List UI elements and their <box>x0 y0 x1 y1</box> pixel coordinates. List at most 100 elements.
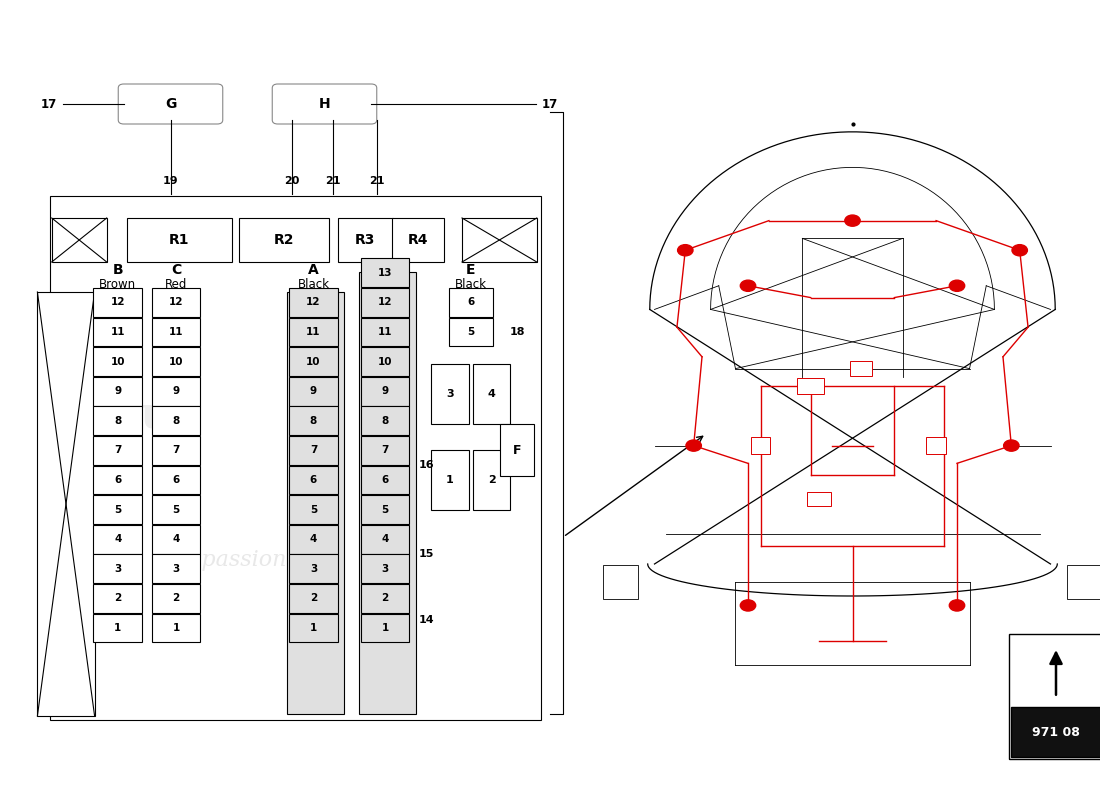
Text: 8: 8 <box>310 416 317 426</box>
Text: 13: 13 <box>377 268 393 278</box>
Text: 20: 20 <box>284 176 299 186</box>
Text: 6: 6 <box>114 475 121 485</box>
Bar <box>361 614 409 642</box>
Bar <box>359 272 416 714</box>
Bar <box>361 347 409 376</box>
Bar <box>449 318 493 346</box>
Bar <box>500 424 534 477</box>
Bar <box>361 258 409 287</box>
Bar <box>50 196 541 720</box>
Text: 4: 4 <box>114 534 121 544</box>
Bar <box>94 377 142 406</box>
Circle shape <box>686 440 702 451</box>
Text: G: G <box>165 97 176 111</box>
Text: 8: 8 <box>382 416 388 426</box>
Bar <box>392 218 444 262</box>
Bar <box>94 495 142 524</box>
Text: 1: 1 <box>382 623 388 633</box>
Text: Black: Black <box>454 278 487 290</box>
Text: 1: 1 <box>114 623 121 633</box>
Bar <box>850 362 872 376</box>
Text: 1: 1 <box>446 475 454 485</box>
Text: 9: 9 <box>310 386 317 396</box>
Text: 3: 3 <box>114 564 121 574</box>
Bar <box>289 318 338 346</box>
Bar <box>361 466 409 494</box>
Text: 6: 6 <box>173 475 179 485</box>
Bar <box>473 364 510 424</box>
Bar <box>289 288 338 317</box>
Text: 9: 9 <box>114 386 121 396</box>
Bar <box>239 218 329 262</box>
Bar <box>94 466 142 494</box>
Bar <box>94 554 142 583</box>
Text: a passion for: a passion for <box>180 549 326 571</box>
Text: 21: 21 <box>326 176 341 186</box>
Text: 2: 2 <box>487 475 496 485</box>
Text: Red: Red <box>165 278 187 290</box>
Bar <box>449 288 493 317</box>
Bar <box>431 450 469 510</box>
Text: 12: 12 <box>168 298 184 307</box>
Bar <box>361 525 409 554</box>
Text: 8: 8 <box>173 416 179 426</box>
Bar <box>152 614 200 642</box>
Bar <box>152 406 200 435</box>
Circle shape <box>740 600 756 611</box>
Bar <box>289 495 338 524</box>
Text: 4: 4 <box>173 534 179 544</box>
Bar <box>361 554 409 583</box>
Text: 10: 10 <box>168 357 184 366</box>
Text: 12: 12 <box>110 298 125 307</box>
Text: 6: 6 <box>382 475 388 485</box>
Circle shape <box>949 280 965 291</box>
Text: D: D <box>379 262 390 277</box>
Text: 3: 3 <box>382 564 388 574</box>
Text: 4: 4 <box>487 389 496 399</box>
Text: 17: 17 <box>41 98 57 110</box>
Text: 21: 21 <box>370 176 385 186</box>
Bar <box>750 437 770 454</box>
Bar <box>152 436 200 465</box>
Text: 16: 16 <box>419 460 435 470</box>
Text: E: E <box>466 262 475 277</box>
Bar <box>338 218 393 262</box>
Text: 3: 3 <box>173 564 179 574</box>
Bar <box>152 584 200 613</box>
Bar <box>152 347 200 376</box>
Text: 7: 7 <box>114 446 121 455</box>
Bar <box>289 436 338 465</box>
Circle shape <box>949 600 965 611</box>
Text: 2: 2 <box>173 594 179 603</box>
Circle shape <box>1003 440 1019 451</box>
Bar <box>126 218 232 262</box>
Circle shape <box>1012 245 1027 256</box>
Bar <box>289 466 338 494</box>
Bar <box>289 347 338 376</box>
Text: 3: 3 <box>310 564 317 574</box>
Text: 6: 6 <box>310 475 317 485</box>
Text: 9: 9 <box>173 386 179 396</box>
Text: 14: 14 <box>419 615 435 625</box>
Bar <box>289 406 338 435</box>
Text: 11: 11 <box>168 327 184 337</box>
Bar <box>361 377 409 406</box>
Bar <box>289 525 338 554</box>
Bar <box>94 318 142 346</box>
Bar <box>361 406 409 435</box>
Text: 19: 19 <box>163 176 178 186</box>
Text: 11: 11 <box>110 327 125 337</box>
Bar <box>603 565 638 598</box>
Bar <box>152 554 200 583</box>
Bar <box>473 450 510 510</box>
Text: 5: 5 <box>114 505 121 514</box>
Text: Black: Black <box>368 278 402 290</box>
Text: 971 08: 971 08 <box>1032 726 1080 738</box>
Text: R3: R3 <box>355 233 375 247</box>
Bar <box>94 288 142 317</box>
Text: 15: 15 <box>419 549 435 559</box>
Text: 11: 11 <box>306 327 321 337</box>
Bar <box>152 377 200 406</box>
Bar <box>289 614 338 642</box>
Text: 2: 2 <box>310 594 317 603</box>
